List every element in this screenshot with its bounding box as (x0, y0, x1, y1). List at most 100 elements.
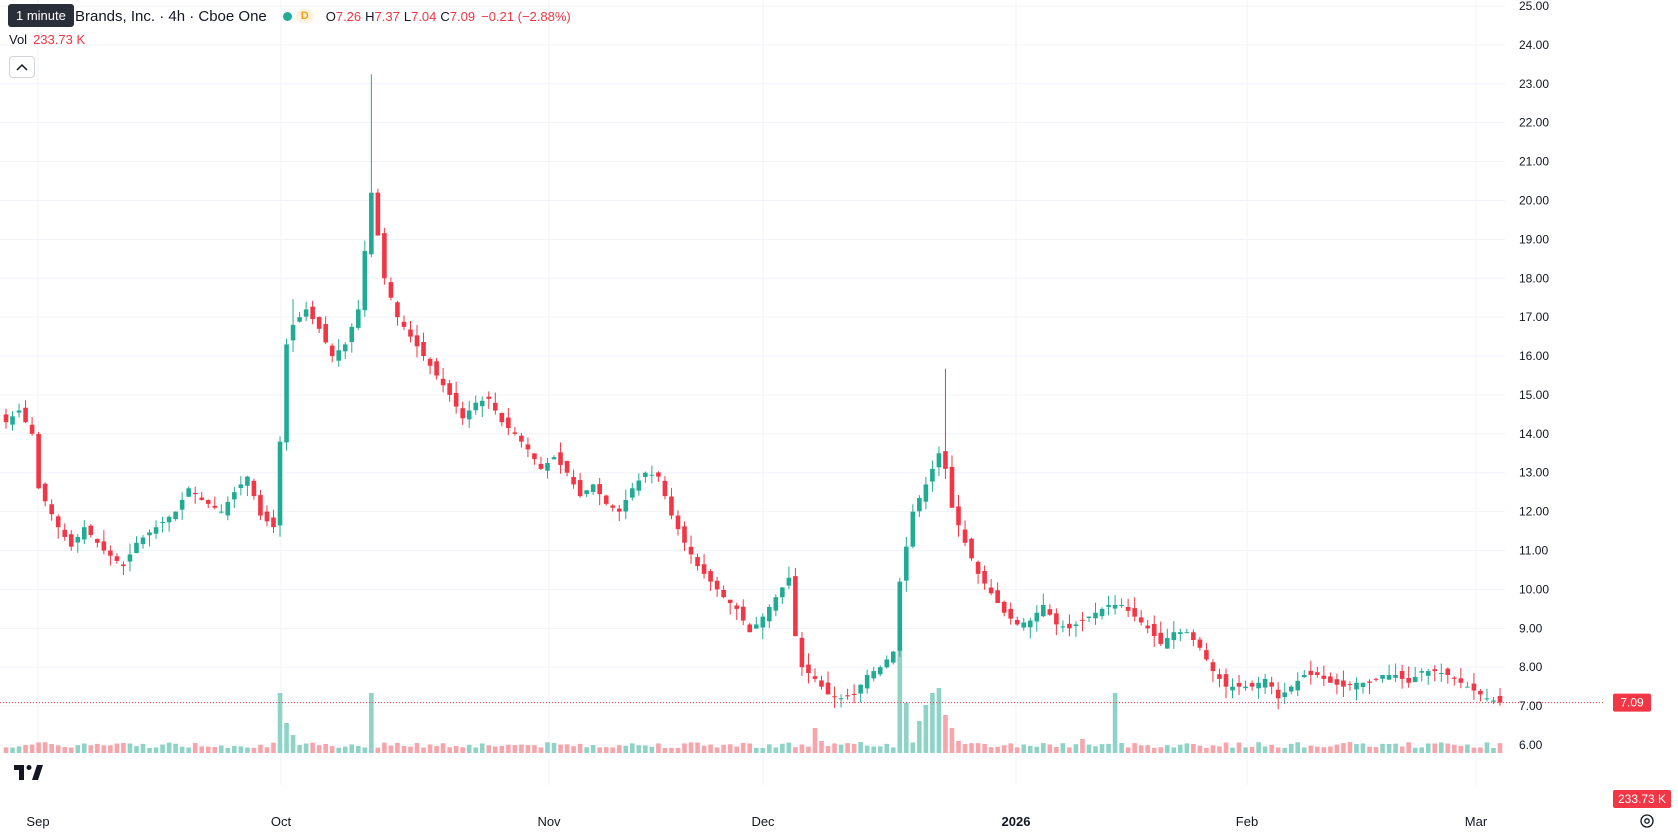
volume-bar (519, 744, 524, 753)
candle-body (669, 496, 674, 516)
symbol-title[interactable]: Brands, Inc. · 4h · Cboe One (75, 7, 267, 25)
volume-bar (1386, 743, 1392, 753)
volume-bar (460, 747, 465, 753)
settings-icon[interactable] (1638, 812, 1656, 830)
volume-bar (995, 746, 1000, 753)
volume-bar (225, 747, 231, 753)
volume-bar (297, 745, 302, 753)
volume-bar (943, 715, 948, 753)
volume-bar (447, 747, 452, 753)
volume-bar (401, 745, 407, 753)
volume-bar (923, 705, 929, 753)
volume-bar (179, 746, 185, 753)
candle-body (532, 453, 537, 460)
volume-bar (1132, 743, 1137, 753)
collapse-legend-button[interactable] (9, 56, 35, 78)
volume-bar (1138, 745, 1144, 753)
volume-bar (1060, 743, 1066, 753)
candle-body (610, 505, 616, 508)
price-axis[interactable]: 25.00 24.00 23.00 22.00 21.00 20.00 19.00 18.00… (1519, 0, 1549, 752)
volume-bar (1328, 746, 1333, 753)
candle-body (1191, 632, 1196, 640)
candle-body (342, 344, 348, 352)
candle-body (890, 651, 896, 663)
candle-body (590, 484, 596, 492)
candle-body (42, 483, 48, 502)
candle-body (36, 433, 41, 489)
candle-body (1178, 632, 1183, 634)
volume-bar (1021, 744, 1027, 753)
volume-bar (375, 747, 381, 753)
volume-bar (95, 743, 100, 753)
candle-body (956, 506, 961, 526)
volume-bar (121, 742, 126, 753)
volume-bar (355, 745, 361, 753)
volume-bar (825, 746, 831, 753)
candle-body (662, 480, 668, 497)
candle-body (121, 564, 126, 567)
candle-body (1041, 604, 1046, 617)
volume-bar (10, 747, 15, 753)
volume-bar (153, 747, 159, 753)
candle-body (238, 484, 244, 489)
volume-bar (1145, 745, 1151, 753)
volume-bar (851, 743, 857, 753)
candle-body (1008, 608, 1013, 619)
volume-bar (1432, 743, 1438, 753)
candle-body (1282, 692, 1288, 698)
data-delay-badge[interactable]: D (295, 9, 314, 23)
volume-bar (251, 747, 257, 753)
volume-bar (434, 746, 439, 753)
volume-bar (486, 745, 492, 753)
volume-bar (81, 743, 87, 753)
close-value: 7.09 (449, 8, 476, 24)
candle-body (1321, 675, 1327, 679)
price-tick-label: 25.00 (1519, 0, 1549, 13)
candle-body (1054, 613, 1059, 625)
volume-bar (310, 742, 315, 753)
candle-body (577, 480, 583, 497)
volume-bar (414, 743, 420, 753)
volume-bar (186, 747, 191, 753)
candle-body (845, 695, 850, 697)
volume-value: 233.73 K (33, 32, 86, 47)
candle-body (62, 529, 68, 537)
candle-body (421, 341, 426, 357)
candle-body (1171, 632, 1177, 641)
candle-body (1197, 639, 1203, 648)
price-tick-label: 22.00 (1519, 116, 1549, 130)
candle-body (1367, 681, 1372, 683)
volume-bar (767, 744, 772, 753)
time-axis[interactable]: Sep Oct Nov Dec 2026 Feb Mar (26, 814, 1487, 829)
candle-body (988, 587, 994, 594)
candle-body (1412, 676, 1418, 682)
volume-bar (408, 746, 413, 753)
candle-body (1406, 677, 1411, 683)
volume-bar (636, 745, 642, 753)
volume-bar (16, 746, 22, 753)
tradingview-logo-icon[interactable] (12, 760, 46, 784)
candle-body (466, 410, 472, 420)
candle-body (108, 550, 113, 556)
candle-body (1452, 677, 1457, 679)
candle-body (362, 251, 368, 311)
candle-body (1112, 604, 1118, 609)
time-tick-label: Oct (271, 814, 292, 829)
candle-body (1425, 671, 1431, 676)
candle-body (1236, 682, 1242, 687)
candle-body (1262, 678, 1268, 688)
volume-bar (532, 745, 537, 753)
candle-body (29, 424, 35, 434)
volume-bar (101, 745, 107, 753)
candle-body (1269, 682, 1274, 687)
price-tick-label: 20.00 (1519, 193, 1549, 207)
time-tick-label: Mar (1465, 814, 1488, 829)
candle-body (355, 309, 361, 328)
volume-bar (682, 743, 687, 753)
candle-body (1119, 604, 1124, 606)
candle-body (349, 326, 355, 343)
volume-bar (930, 693, 935, 753)
price-tick-label: 18.00 (1519, 271, 1549, 285)
candle-body (1445, 668, 1451, 675)
